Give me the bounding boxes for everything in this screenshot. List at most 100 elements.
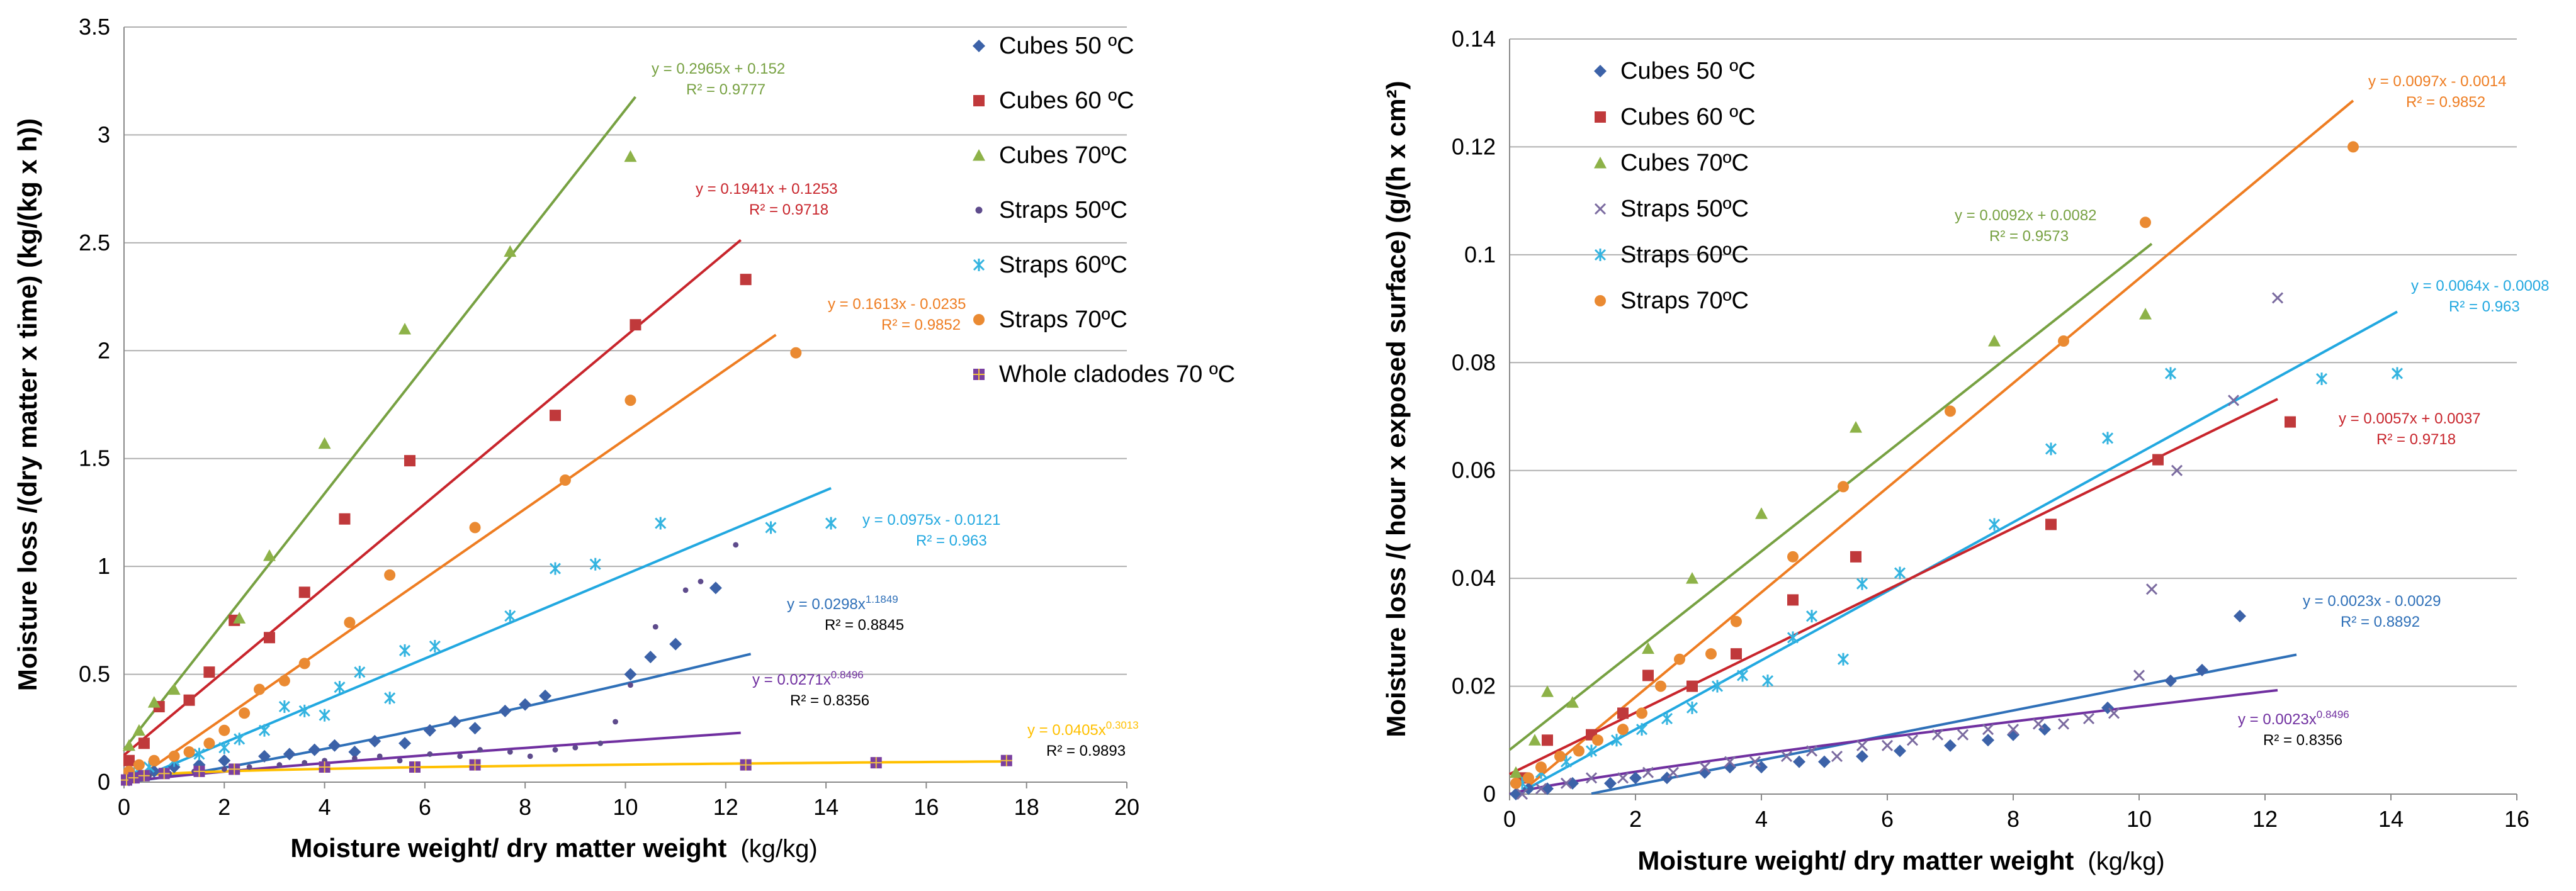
x-axis-title: Moisture weight/ dry matter weight (kg/kg… bbox=[1637, 846, 2164, 875]
data-point bbox=[1541, 685, 1554, 697]
data-point bbox=[2196, 663, 2208, 676]
data-point bbox=[203, 666, 215, 678]
y-tick-label: 3.5 bbox=[79, 14, 110, 40]
data-point bbox=[1585, 772, 1598, 784]
data-point bbox=[1957, 729, 1969, 741]
data-point bbox=[318, 437, 331, 449]
series-points bbox=[123, 347, 802, 777]
data-point bbox=[384, 569, 396, 581]
data-point bbox=[477, 747, 483, 753]
data-point bbox=[1635, 723, 1648, 736]
gridlines bbox=[124, 26, 1127, 675]
trendline bbox=[123, 760, 1007, 783]
data-point bbox=[1894, 566, 1906, 580]
trendline bbox=[123, 653, 752, 783]
y-tick-label: 1.5 bbox=[79, 446, 110, 471]
data-point bbox=[298, 704, 310, 717]
data-point bbox=[138, 770, 150, 782]
data-point bbox=[168, 750, 180, 762]
x-axis-unit: (kg/kg) bbox=[2087, 848, 2164, 875]
data-point bbox=[1000, 754, 1012, 766]
data-point bbox=[1731, 615, 1742, 627]
x-tick-label: 10 bbox=[613, 794, 638, 820]
data-point bbox=[870, 757, 882, 769]
gridlines bbox=[1510, 38, 2517, 687]
y-axis-title: Moisture loss /(dry matter x time) (kg/(… bbox=[13, 118, 42, 691]
data-point bbox=[552, 747, 558, 753]
data-point bbox=[1560, 777, 1573, 789]
data-point bbox=[1711, 680, 1724, 693]
data-point bbox=[308, 743, 321, 756]
data-point bbox=[384, 692, 396, 705]
data-point bbox=[263, 549, 276, 561]
data-point bbox=[1906, 734, 1919, 746]
data-point bbox=[652, 624, 658, 630]
legend-marker bbox=[1595, 295, 1606, 306]
legend-label: Straps 50ºC bbox=[1620, 196, 1749, 222]
data-point bbox=[1566, 776, 1579, 790]
trendline-equation-text: y = 0.0092x + 0.0082 bbox=[1955, 207, 2097, 224]
data-point bbox=[278, 675, 290, 686]
data-point bbox=[1850, 551, 1861, 563]
series-points bbox=[128, 517, 837, 780]
data-point bbox=[122, 739, 135, 751]
data-point bbox=[1982, 724, 1994, 736]
x-axis-title-text: Moisture weight/ dry matter weight bbox=[1637, 846, 2074, 875]
data-point bbox=[234, 732, 246, 746]
data-point bbox=[1793, 755, 1805, 768]
x-tick-label: 16 bbox=[913, 794, 939, 820]
x-tick-label: 4 bbox=[319, 794, 331, 820]
data-point bbox=[1661, 712, 1673, 725]
legend-label: Cubes 50 ºC bbox=[1620, 58, 1756, 84]
data-point bbox=[398, 737, 412, 750]
legend-marker bbox=[973, 369, 985, 380]
trendline-r2: R² = 0.9573 bbox=[1989, 228, 2069, 245]
data-point bbox=[2045, 518, 2057, 530]
data-point bbox=[669, 637, 682, 651]
x-tick-label: 20 bbox=[1114, 794, 1139, 820]
legend: Cubes 50 ºC Cubes 60 ºC Cubes 70ºC Straps 5… bbox=[973, 33, 1235, 388]
data-point bbox=[1724, 756, 1736, 768]
data-point bbox=[539, 689, 552, 702]
x-tick-label: 6 bbox=[1881, 806, 1894, 832]
series-points bbox=[1510, 141, 2359, 789]
data-point bbox=[128, 772, 140, 784]
data-point bbox=[1787, 631, 1799, 644]
y-tick-label: 0.06 bbox=[1452, 457, 1496, 483]
data-point bbox=[2171, 464, 2183, 476]
x-axis-unit: (kg/kg) bbox=[740, 835, 817, 863]
data-point bbox=[2058, 335, 2069, 347]
data-point bbox=[624, 150, 637, 162]
x-tick-label: 6 bbox=[419, 794, 431, 820]
data-point bbox=[698, 578, 704, 585]
data-point bbox=[1535, 783, 1547, 795]
trendline-r2: R² = 0.9852 bbox=[881, 317, 961, 333]
y-tick-label: 2.5 bbox=[79, 230, 110, 255]
data-point bbox=[183, 746, 195, 758]
data-point bbox=[589, 558, 601, 571]
data-point bbox=[709, 581, 722, 595]
data-point bbox=[351, 755, 358, 761]
trendline bbox=[129, 486, 832, 783]
chart-left: 0 0.5 1 1.5 2 2.5 3 3.5 0 2 4 6 8 10 12 14 16 18 20 Moistur… bbox=[13, 14, 1235, 863]
data-point bbox=[354, 666, 366, 679]
trendline-equation-text: y = 0.0064x - 0.0008 bbox=[2411, 277, 2550, 294]
data-point bbox=[1655, 680, 1666, 692]
y-axis-title: Moisture loss /( hour x exposed surface)… bbox=[1381, 81, 1411, 737]
data-point bbox=[1837, 653, 1850, 666]
data-point bbox=[148, 754, 160, 766]
trendline bbox=[1517, 310, 2398, 795]
data-point bbox=[630, 319, 641, 331]
trendline-equation-text: y = 0.0023x bbox=[2238, 711, 2317, 728]
data-point bbox=[147, 696, 161, 708]
data-point bbox=[2347, 141, 2359, 153]
trendline-equation: y = 0.0064x - 0.0008 bbox=[2411, 277, 2550, 294]
data-point bbox=[2139, 308, 2152, 320]
data-point bbox=[1944, 739, 1957, 752]
data-point bbox=[132, 724, 145, 736]
legend-label: Straps 60ºC bbox=[1620, 242, 1749, 268]
data-point bbox=[1856, 739, 1868, 751]
data-point bbox=[427, 751, 433, 757]
data-point bbox=[1585, 744, 1598, 758]
